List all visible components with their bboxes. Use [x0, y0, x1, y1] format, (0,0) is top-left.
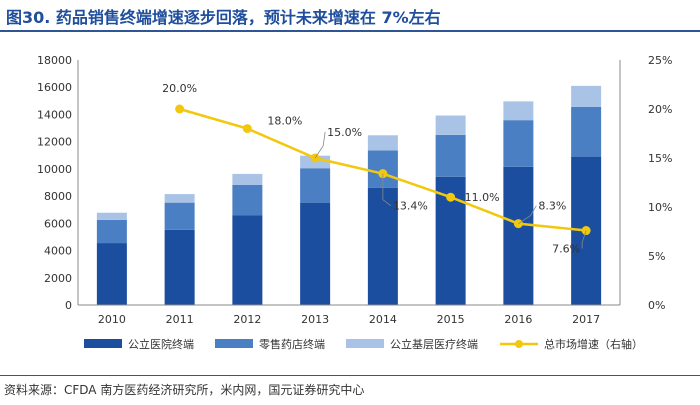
- left-axis-tick-label: 8000: [44, 190, 72, 203]
- left-axis-tick-label: 10000: [37, 163, 72, 176]
- left-axis-tick-label: 18000: [37, 54, 72, 67]
- left-axis-tick-label: 14000: [37, 108, 72, 121]
- legend-label: 公立医院终端: [128, 337, 194, 351]
- bar-segment: [435, 115, 466, 135]
- bar-segment: [164, 229, 195, 305]
- right-axis-tick-label: 25%: [648, 54, 672, 67]
- data-label-leader: [518, 205, 537, 224]
- left-axis-tick-label: 2000: [44, 272, 72, 285]
- right-axis-tick-label: 20%: [648, 103, 672, 116]
- growth-point: [242, 124, 252, 134]
- right-axis-tick-label: 10%: [648, 201, 672, 214]
- left-axis-tick-label: 16000: [37, 81, 72, 94]
- title-divider: [0, 30, 700, 32]
- bar-segment: [164, 202, 195, 230]
- bar-segment: [96, 212, 127, 220]
- growth-data-label: 13.4%: [393, 200, 428, 213]
- source-divider: [0, 375, 700, 376]
- x-axis-tick-label: 2013: [301, 313, 329, 326]
- growth-data-label: 11.0%: [465, 191, 500, 204]
- legend-label: 零售药店终端: [259, 337, 325, 351]
- x-axis-tick-label: 2015: [437, 313, 465, 326]
- bar-segment: [232, 173, 263, 185]
- legend-swatch: [84, 339, 122, 348]
- x-axis-tick-label: 2016: [504, 313, 532, 326]
- data-label-leader: [581, 230, 587, 249]
- growth-data-label: 8.3%: [538, 200, 566, 213]
- growth-point: [175, 104, 185, 114]
- bar-segment: [435, 134, 466, 177]
- right-axis-tick-label: 5%: [648, 250, 665, 263]
- legend-swatch: [346, 339, 384, 348]
- bar-segment: [503, 120, 534, 167]
- bar-segment: [571, 85, 602, 107]
- bar-segment: [300, 168, 331, 203]
- growth-point: [446, 192, 456, 202]
- bar-segment: [367, 187, 398, 305]
- bar-segment: [503, 166, 534, 305]
- legend-label: 公立基层医疗终端: [390, 337, 478, 351]
- bar-segment: [300, 202, 331, 305]
- x-axis-tick-label: 2017: [572, 313, 600, 326]
- bar-segment: [571, 106, 602, 157]
- data-label-leader: [382, 173, 392, 206]
- bar-segment: [164, 194, 195, 203]
- x-axis-tick-label: 2010: [98, 313, 126, 326]
- right-axis-tick-label: 0%: [648, 299, 665, 312]
- legend-line-marker: [515, 340, 523, 348]
- chart-title: 图30. 药品销售终端增速逐步回落，预计未来增速在 7%左右: [6, 8, 441, 27]
- bar-segment: [96, 243, 127, 305]
- chart-plot: 0 2000 4000 6000 8000 10000 12000 14000 16000 180…: [37, 54, 672, 351]
- x-axis-tick-label: 2014: [369, 313, 397, 326]
- bar-segment: [503, 101, 534, 121]
- left-axis-tick-label: 6000: [44, 217, 72, 230]
- left-axis-tick-label: 0: [65, 299, 72, 312]
- growth-data-label: 15.0%: [327, 126, 362, 139]
- bar-segment: [232, 184, 263, 216]
- x-axis-tick-label: 2012: [233, 313, 261, 326]
- left-axis-tick-label: 12000: [37, 136, 72, 149]
- growth-data-label: 7.6%: [552, 243, 580, 256]
- left-axis-tick-label: 4000: [44, 245, 72, 258]
- bar-segment: [96, 219, 127, 244]
- growth-data-label: 20.0%: [162, 82, 197, 95]
- bar-segment: [232, 215, 263, 305]
- x-axis-tick-label: 2011: [166, 313, 194, 326]
- bar-segment: [367, 135, 398, 151]
- data-label-leader: [314, 131, 326, 159]
- growth-data-label: 18.0%: [267, 115, 302, 128]
- source-note: 资料来源：CFDA 南方医药经济研究所，米内网，国元证券研究中心: [4, 383, 365, 397]
- legend-swatch: [215, 339, 253, 348]
- right-axis-tick-label: 15%: [648, 152, 672, 165]
- legend-label: 总市场增速（右轴）: [544, 337, 643, 351]
